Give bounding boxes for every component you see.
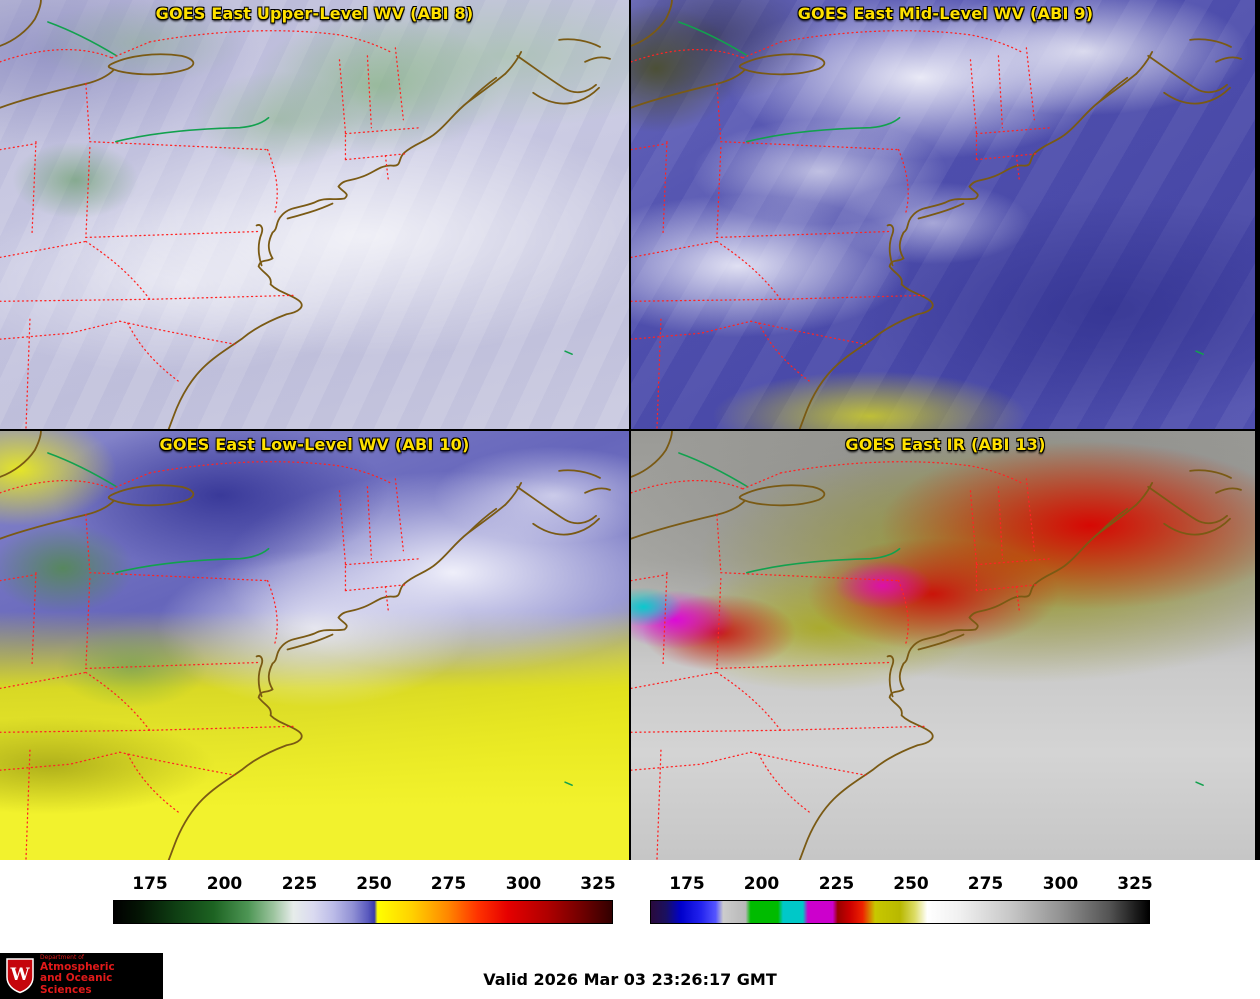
satellite-image-grid: GOES East Upper-Level WV (ABI 8) GOES Ea… (0, 0, 1260, 860)
tick-label: 325 (580, 874, 616, 894)
tick-label: 300 (1042, 874, 1079, 894)
panel-title-abi9: GOES East Mid-Level WV (ABI 9) (797, 4, 1094, 23)
ir-colorbar-gradient (650, 900, 1150, 924)
tick-label: 225 (281, 874, 318, 894)
tick-label: 175 (669, 874, 705, 894)
logo-oceanic-sciences: and Oceanic Sciences (40, 972, 113, 997)
basemap-overlay (631, 431, 1242, 860)
uw-crest-icon: W (6, 958, 34, 994)
panel-title-abi10: GOES East Low-Level WV (ABI 10) (159, 435, 470, 454)
tick-label: 200 (206, 874, 243, 894)
tick-label: 275 (430, 874, 467, 894)
tick-label: 225 (818, 874, 855, 894)
basemap-overlay (0, 431, 611, 860)
logo-atmospheric: Atmospheric (40, 960, 115, 973)
colorbar-wv-ticks: 175 200 225 250 275 300 325 (113, 872, 616, 900)
colorbar-ir-ticks: 175 200 225 250 275 300 325 (650, 872, 1153, 900)
panel-title-abi8: GOES East Upper-Level WV (ABI 8) (155, 4, 474, 23)
valid-timestamp: Valid 2026 Mar 03 23:26:17 GMT (483, 970, 777, 989)
tick-label: 275 (967, 874, 1004, 894)
panel-ir: GOES East IR (ABI 13) (631, 431, 1260, 860)
tick-label: 250 (893, 874, 929, 894)
panel-mid-level-wv: GOES East Mid-Level WV (ABI 9) (631, 0, 1260, 429)
logo-department-of: Department of (40, 954, 84, 962)
panel-title-abi13: GOES East IR (ABI 13) (845, 435, 1046, 454)
wv-colorbar-gradient (113, 900, 613, 924)
uw-aos-logo: W Department of Atmospheric and Oceanic … (0, 953, 163, 999)
colorbar-section: 175 200 225 250 275 300 325 175 200 225 … (0, 860, 1260, 948)
tick-label: 300 (505, 874, 542, 894)
tick-label: 175 (132, 874, 168, 894)
svg-text:W: W (9, 965, 30, 985)
basemap-overlay (631, 0, 1242, 429)
colorbar-water-vapor: 175 200 225 250 275 300 325 (113, 872, 616, 924)
tick-label: 250 (356, 874, 392, 894)
tick-label: 200 (743, 874, 780, 894)
footer: W Department of Atmospheric and Oceanic … (0, 948, 1260, 999)
panel-upper-level-wv: GOES East Upper-Level WV (ABI 8) (0, 0, 629, 429)
logo-text: Department of Atmospheric and Oceanic Sc… (40, 954, 158, 997)
panel-low-level-wv: GOES East Low-Level WV (ABI 10) (0, 431, 629, 860)
basemap-overlay (0, 0, 611, 429)
colorbar-ir: 175 200 225 250 275 300 325 (650, 872, 1153, 924)
tick-label: 325 (1117, 874, 1153, 894)
